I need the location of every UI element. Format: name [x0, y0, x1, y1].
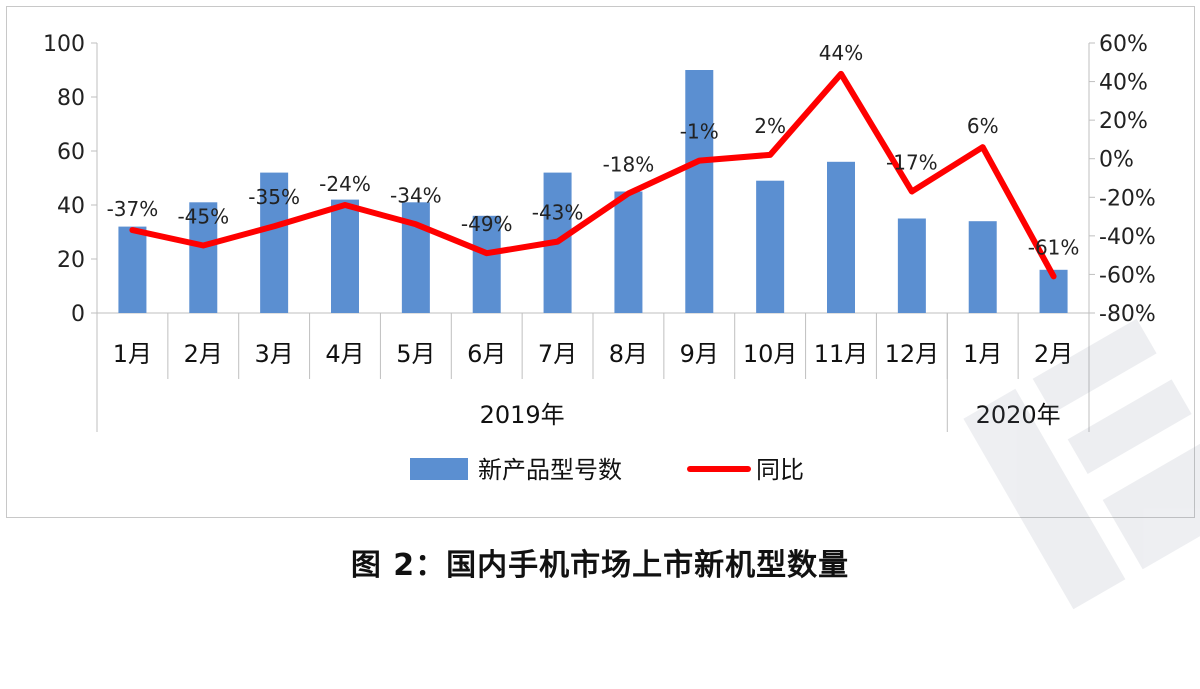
figure-caption: 图 2：国内手机市场上市新机型数量 [350, 548, 850, 583]
chart-frame: 0 20 40 60 80 100 -80% -60% -40% -20% 0% 20% 40% 60% 2… [6, 6, 1195, 518]
right-tick-label: 0% [1099, 148, 1134, 173]
line-data-label: -61% [1028, 235, 1080, 259]
bar [968, 221, 997, 313]
bar [756, 180, 785, 313]
year-group-label: 2019年 [480, 401, 565, 429]
line-data-label: 44% [819, 41, 863, 65]
right-tick-label: -40% [1099, 225, 1156, 250]
line-data-label: -37% [107, 197, 159, 221]
bar [331, 199, 359, 313]
legend-bar-label: 新产品型号数 [478, 456, 622, 484]
combo-chart: 0 20 40 60 80 100 -80% -60% -40% -20% 0% 20% 40% 60% 2… [43, 32, 1156, 484]
left-tick-label: 80 [57, 86, 85, 111]
category-label: 12月 [885, 340, 940, 368]
bar [118, 226, 147, 313]
line-data-label: -17% [886, 151, 938, 175]
category-label: 8月 [609, 340, 648, 368]
category-label: 4月 [325, 340, 364, 368]
right-tick-label: -80% [1099, 302, 1156, 327]
legend-bar-swatch [410, 458, 468, 480]
line-data-label: -43% [532, 201, 584, 225]
category-label: 7月 [538, 340, 577, 368]
category-label: 6月 [467, 340, 506, 368]
year-group-label: 2020年 [976, 401, 1061, 429]
category-label: 2月 [184, 340, 223, 368]
category-label: 9月 [680, 340, 719, 368]
bar [685, 70, 714, 313]
line-data-label: -34% [390, 183, 442, 207]
right-tick-label: -60% [1099, 263, 1156, 288]
category-label: 2月 [1034, 340, 1073, 368]
left-tick-label: 20 [57, 248, 85, 273]
bar [189, 202, 218, 313]
bar [472, 215, 501, 313]
category-label: 10月 [743, 340, 798, 368]
line-data-label: 2% [754, 114, 786, 138]
right-tick-label: -20% [1099, 186, 1156, 211]
category-label: 3月 [255, 340, 294, 368]
line-data-label: -35% [248, 185, 300, 209]
left-tick-label: 60 [57, 140, 85, 165]
yoy-line [129, 70, 1057, 280]
line-data-label: -24% [319, 172, 371, 196]
bar [897, 218, 926, 313]
legend-line-label: 同比 [756, 456, 804, 484]
line-data-label: -1% [680, 120, 719, 144]
left-tick-label: 100 [43, 32, 85, 57]
bar [827, 161, 855, 313]
category-label: 5月 [396, 340, 435, 368]
category-label: 11月 [814, 340, 869, 368]
bar [260, 172, 289, 313]
right-tick-label: 60% [1099, 32, 1148, 57]
bar [614, 191, 643, 313]
right-tick-label: 40% [1099, 71, 1148, 96]
left-tick-label: 0 [71, 302, 85, 327]
category-label: 1月 [963, 340, 1002, 368]
line-data-label: -18% [603, 152, 655, 176]
left-tick-label: 40 [57, 194, 85, 219]
line-data-label: -49% [461, 212, 513, 236]
right-tick-label: 20% [1099, 109, 1148, 134]
line-data-label: 6% [967, 114, 999, 138]
line-data-label: -45% [177, 205, 229, 229]
category-label: 1月 [113, 340, 152, 368]
